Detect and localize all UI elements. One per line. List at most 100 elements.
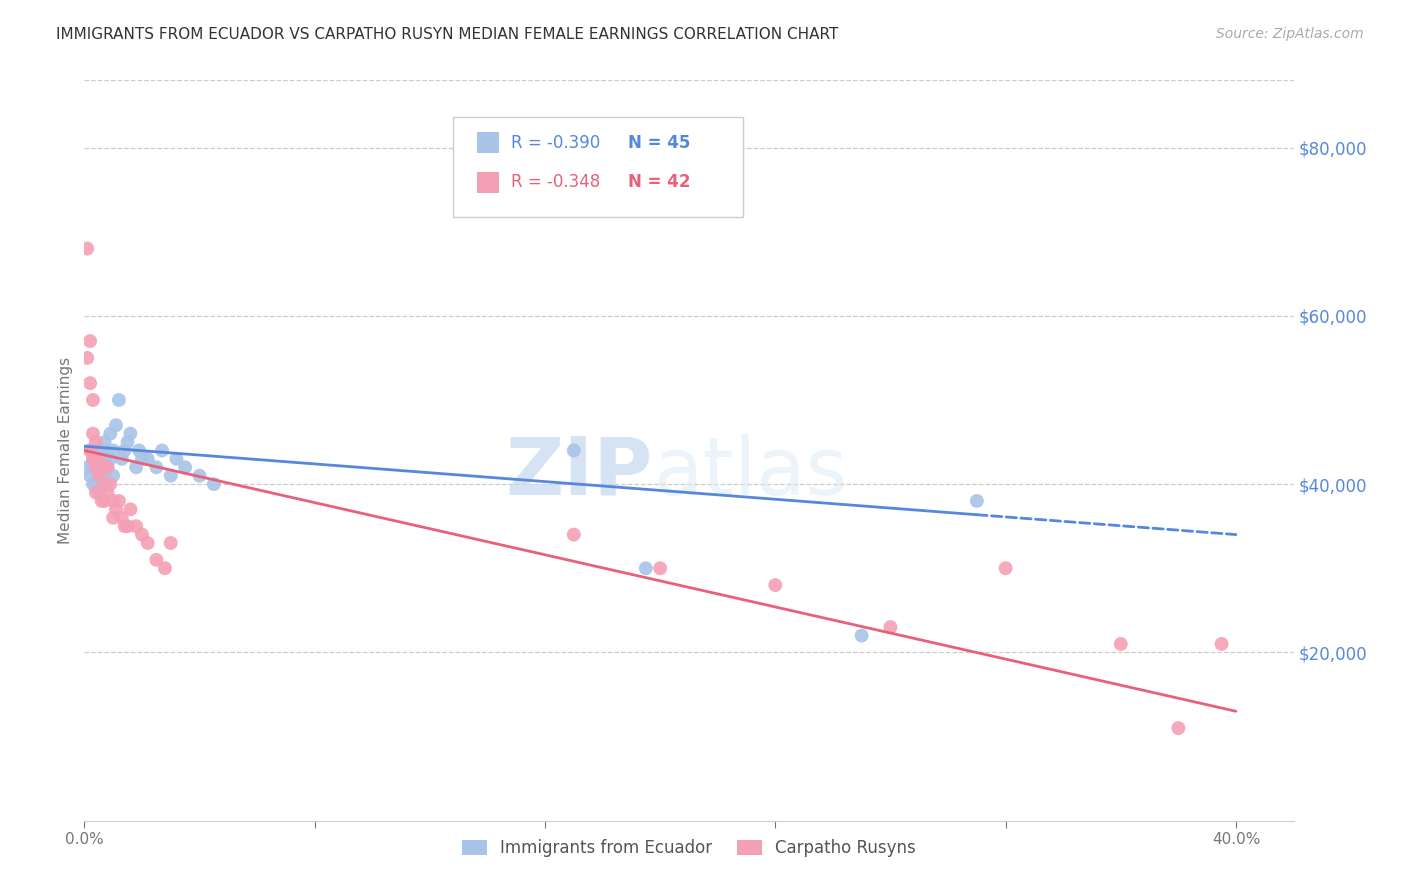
- Point: [150, 443, 173, 458]
- Point: [87, 468, 110, 483]
- Point: [90, 494, 112, 508]
- Point: [82, 451, 104, 466]
- Point: [117, 519, 139, 533]
- Point: [159, 536, 181, 550]
- Text: N = 45: N = 45: [628, 134, 690, 153]
- Point: [101, 494, 124, 508]
- Point: [1167, 721, 1189, 735]
- Point: [90, 443, 112, 458]
- Point: [79, 334, 101, 348]
- Point: [1109, 637, 1132, 651]
- Point: [650, 561, 672, 575]
- Point: [125, 460, 148, 475]
- Point: [114, 443, 136, 458]
- Point: [145, 553, 167, 567]
- Point: [108, 392, 131, 407]
- Point: [166, 451, 188, 466]
- Point: [84, 443, 107, 458]
- FancyBboxPatch shape: [478, 172, 499, 193]
- Point: [76, 460, 98, 475]
- Text: Source: ZipAtlas.com: Source: ZipAtlas.com: [1216, 27, 1364, 41]
- Point: [562, 443, 585, 458]
- Point: [98, 451, 121, 466]
- Point: [128, 443, 150, 458]
- Point: [79, 443, 101, 458]
- Point: [125, 519, 148, 533]
- Text: N = 42: N = 42: [628, 173, 690, 192]
- Point: [96, 460, 118, 475]
- Point: [117, 435, 139, 450]
- Point: [994, 561, 1017, 575]
- Point: [634, 561, 657, 575]
- Text: IMMIGRANTS FROM ECUADOR VS CARPATHO RUSYN MEDIAN FEMALE EARNINGS CORRELATION CHA: IMMIGRANTS FROM ECUADOR VS CARPATHO RUSY…: [56, 27, 838, 42]
- Text: R = -0.348: R = -0.348: [512, 173, 600, 192]
- Point: [79, 376, 101, 391]
- Point: [562, 527, 585, 541]
- Y-axis label: Median Female Earnings: Median Female Earnings: [58, 357, 73, 544]
- Point: [79, 468, 101, 483]
- Point: [153, 561, 176, 575]
- Point: [101, 443, 124, 458]
- Point: [145, 460, 167, 475]
- Point: [120, 426, 142, 441]
- Point: [84, 460, 107, 475]
- Point: [131, 451, 153, 466]
- Point: [98, 426, 121, 441]
- Point: [84, 477, 107, 491]
- Point: [174, 460, 197, 475]
- Point: [82, 426, 104, 441]
- Point: [84, 435, 107, 450]
- Point: [131, 527, 153, 541]
- Point: [87, 451, 110, 466]
- Point: [136, 536, 159, 550]
- FancyBboxPatch shape: [453, 118, 744, 218]
- Point: [87, 485, 110, 500]
- Point: [76, 242, 98, 256]
- Point: [159, 468, 181, 483]
- Point: [93, 435, 115, 450]
- Point: [93, 451, 115, 466]
- Point: [188, 468, 211, 483]
- Point: [93, 477, 115, 491]
- Point: [105, 418, 128, 433]
- Point: [98, 477, 121, 491]
- Point: [82, 460, 104, 475]
- Point: [96, 443, 118, 458]
- Point: [136, 451, 159, 466]
- Point: [111, 451, 134, 466]
- Point: [108, 494, 131, 508]
- Point: [82, 451, 104, 466]
- Text: R = -0.390: R = -0.390: [512, 134, 600, 153]
- Point: [111, 510, 134, 524]
- Point: [84, 485, 107, 500]
- Point: [114, 519, 136, 533]
- Point: [96, 485, 118, 500]
- Point: [90, 460, 112, 475]
- Point: [101, 468, 124, 483]
- Legend: Immigrants from Ecuador, Carpatho Rusyns: Immigrants from Ecuador, Carpatho Rusyns: [456, 833, 922, 864]
- Point: [202, 477, 225, 491]
- Point: [96, 460, 118, 475]
- Point: [84, 460, 107, 475]
- Point: [76, 351, 98, 365]
- Text: ZIP: ZIP: [505, 434, 652, 512]
- Point: [93, 494, 115, 508]
- Point: [966, 494, 988, 508]
- FancyBboxPatch shape: [478, 132, 499, 153]
- Point: [82, 392, 104, 407]
- Point: [90, 460, 112, 475]
- Point: [87, 451, 110, 466]
- Text: atlas: atlas: [652, 434, 846, 512]
- Point: [1211, 637, 1233, 651]
- Point: [879, 620, 901, 634]
- Point: [90, 477, 112, 491]
- Point: [79, 443, 101, 458]
- Point: [93, 468, 115, 483]
- Point: [82, 477, 104, 491]
- Point: [105, 502, 128, 516]
- Point: [763, 578, 786, 592]
- Point: [851, 628, 873, 642]
- Point: [87, 468, 110, 483]
- Point: [120, 502, 142, 516]
- Point: [101, 510, 124, 524]
